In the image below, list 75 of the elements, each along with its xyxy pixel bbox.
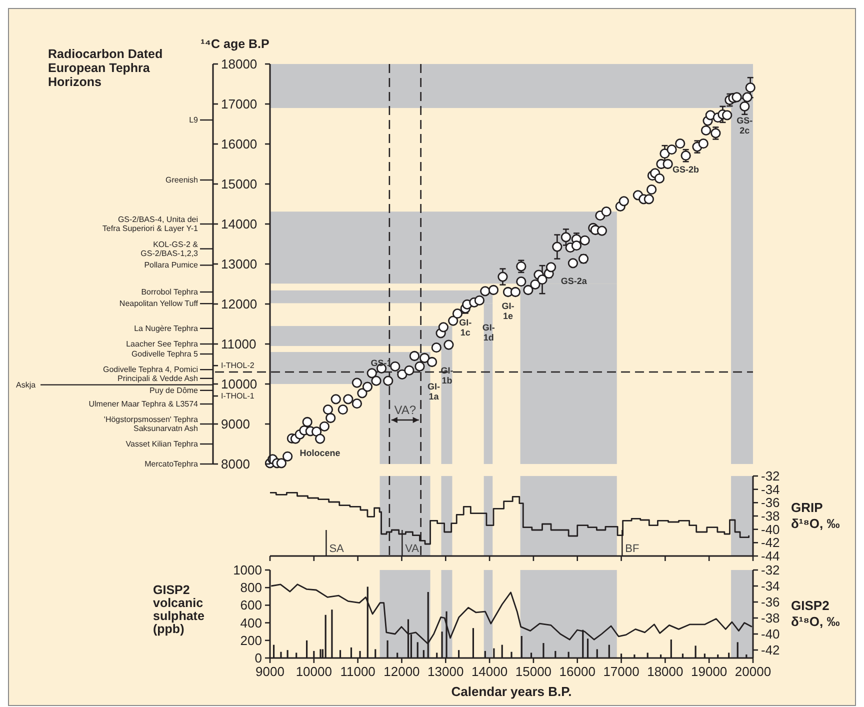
x-tick-label: 16000 [559,664,596,679]
ref-line-label: Godivelle Tephra 4, Pomici [102,365,198,374]
y-tick-label: 13000 [221,256,258,272]
y-tick-label: 16000 [221,136,258,152]
x-tick-label: 11000 [340,664,376,679]
y-tick-label: -34 [761,482,780,497]
x-tick-label: 10000 [296,664,332,679]
ref-line-label: Pollara Pumice [144,260,199,270]
y-tick-label: 0 [254,650,262,666]
annotation: GI- 1d [482,322,495,343]
y-tick-label: 18000 [221,56,258,72]
annotation: GI- 1b [440,365,454,386]
y-tick-label: 10000 [221,376,258,392]
annotation: GS- 2c [736,115,753,136]
x-tick-label: 15000 [515,664,552,679]
y-tick-label: 11000 [221,336,256,352]
ref-line-label: VA? [394,403,416,417]
y-tick-label: 12000 [221,296,258,312]
ref-line-label: KOL-GS-2 & GS-2/BAS-1,2,3 [140,240,199,258]
ref-line-label: BF [625,543,640,555]
y-axis-title: GRIP δ¹⁸O, ‰ [791,500,840,531]
y-tick-label: -42 [761,535,780,550]
y-tick-label: 1000 [233,562,262,578]
y-tick-label: 600 [240,598,262,613]
ref-line-label: GS-2/BAS-4, Unita dei Tefra Superiori & Layer Y-1 [102,215,199,233]
ref-line-label: L9 [189,116,199,124]
y-tick-label: -36 [761,495,780,510]
annotation: Holocene [300,448,340,458]
y-tick-label: 800 [240,580,262,596]
y-tick-label: 17000 [221,96,258,112]
y2-axis-title: GISP2 δ¹⁸O, ‰ [791,598,840,629]
ref-line-label: SA [329,543,345,555]
ref-line-label: MercatoTephra [144,460,199,468]
y-tick-label: 15000 [221,176,258,192]
x-tick-label: 19000 [691,664,728,679]
y-tick-label: -40 [761,522,780,537]
ref-line-label: Ulmener Maar Tephra & L3574 [88,400,199,408]
x-tick-label: 20000 [734,664,772,679]
x-tick-label: 9000 [256,664,284,679]
annotation: GS-2a [560,276,588,286]
ref-line-label: Borrobol Tephra [141,288,199,296]
ref-line-label: Principali & Vedde Ash [118,374,198,383]
ref-line-label: Puy de Dôme [150,386,199,395]
ref-line-label: VA [405,543,420,555]
ref-line-label: Askja [16,380,36,390]
ref-line-label: Neapolitan Yellow Tuff [119,299,199,308]
ref-line-label: 'Högstorpsmossen' Tephra Saksunarvatn Ash [104,415,199,433]
annotation: GI- 1e [502,301,514,321]
x-tick-label: 13000 [428,664,464,679]
ref-line-label: Vasset Kilian Tephra [126,440,199,448]
ref-line-label: I-THOL-1 [221,392,255,400]
y-tick-label: -32 [761,468,780,484]
annotation: GI- 1c [459,317,472,338]
annotation: GI- 1a [428,381,440,402]
ref-line-label: Greenish [166,176,198,184]
x-tick-label: 17000 [603,664,640,679]
y-tick-label: 400 [240,615,262,630]
x-tick-label: 14000 [471,664,508,679]
x-tick-label: 18000 [647,664,684,679]
ref-line-label: I-THOL-2 [221,361,255,370]
annotation: GS-2b [672,164,700,175]
ref-line-label: Laacher See Tephra [126,340,199,348]
y-axis-title: GISP2 volcanic sulphate (ppb) [153,583,204,636]
y-tick-label: -44 [761,548,780,564]
x-tick-label: 12000 [384,664,420,679]
y-tick-label: 8000 [221,456,250,472]
y-axis-title: ¹⁴C age B.P [200,37,270,51]
ref-line-label: La Nugère Tephra [134,324,199,333]
text: Radiocarbon Dated European Tephra Horizons [48,47,163,89]
y-tick-label: 9000 [221,416,250,432]
y-tick-label: 200 [240,632,262,648]
x-axis-title: Calendar years B.P. [451,684,572,699]
y-tick-label: 14000 [221,216,258,232]
y-tick-label: -38 [761,508,780,524]
ref-line-label: Godivelle Tephra 5 [131,350,199,358]
